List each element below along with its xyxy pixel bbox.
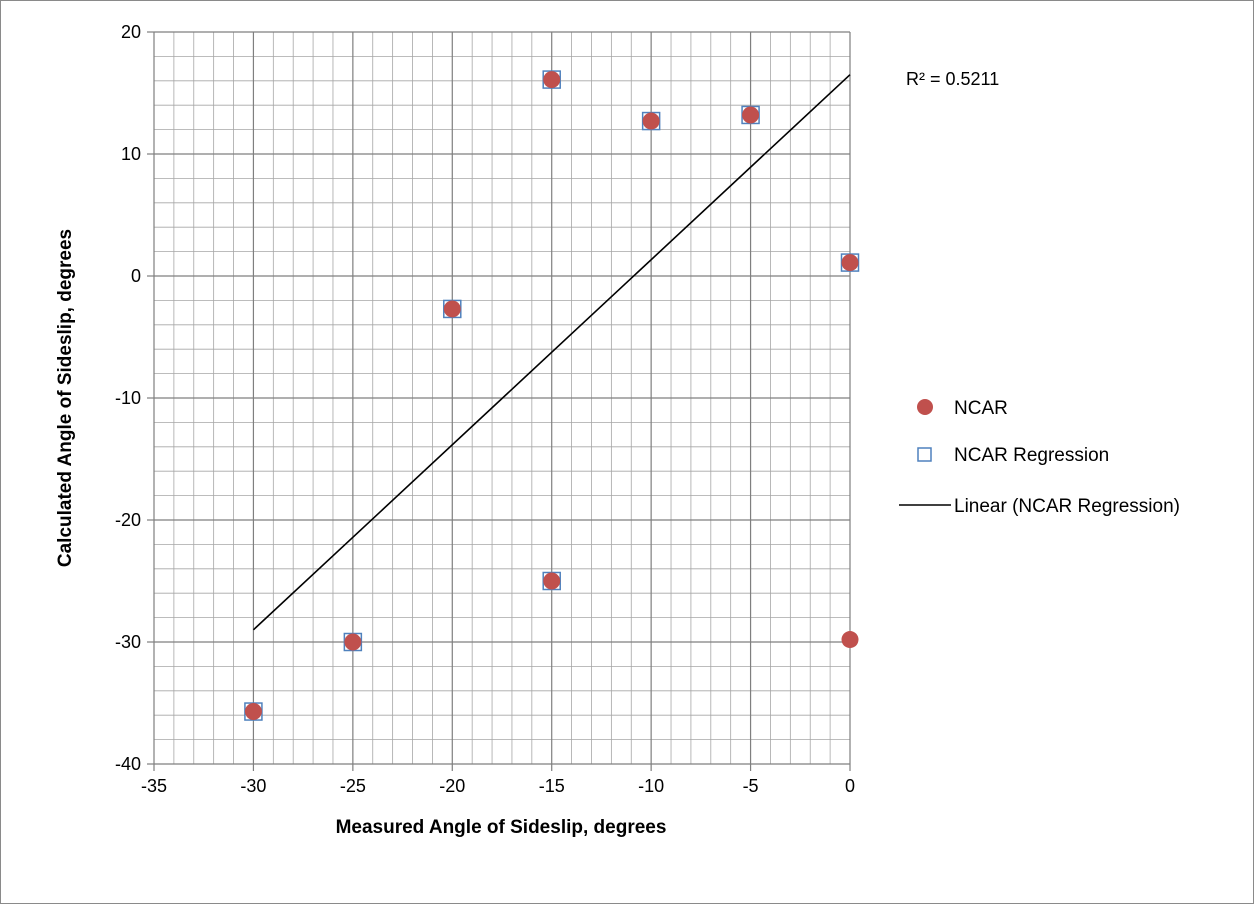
y-tick-label: -10 xyxy=(115,388,141,408)
legend-label-ncar: NCAR xyxy=(954,398,1008,419)
y-tick-label: -30 xyxy=(115,632,141,652)
x-tick-label: -15 xyxy=(539,776,565,796)
ncar-point-circle xyxy=(841,631,859,649)
legend: NCAR NCAR Regression Linear (NCAR Regres… xyxy=(899,398,1180,517)
legend-item-ncar: NCAR xyxy=(917,398,1008,419)
x-tick-label: -20 xyxy=(439,776,465,796)
ncar-point-circle xyxy=(841,254,859,272)
x-tick-label: -10 xyxy=(638,776,664,796)
x-tick-label: -25 xyxy=(340,776,366,796)
legend-item-linear-trendline: Linear (NCAR Regression) xyxy=(899,496,1180,517)
tick-labels: -35 -30 -25 -20 -15 -10 -5 0 -40 -30 -20 -10 0 10 20 xyxy=(115,22,855,796)
linear-trendline xyxy=(252,74,851,631)
x-tick-label: -30 xyxy=(240,776,266,796)
legend-label-ncar-regression: NCAR Regression xyxy=(954,445,1109,466)
x-axis-title: Measured Angle of Sideslip, degrees xyxy=(336,817,667,838)
ncar-point-circle xyxy=(543,71,561,89)
y-tick-label: 20 xyxy=(121,22,141,42)
y-axis-title: Calculated Angle of Sideslip, degrees xyxy=(55,229,76,567)
legend-item-ncar-regression: NCAR Regression xyxy=(917,445,1109,466)
y-tick-label: 10 xyxy=(121,144,141,164)
y-tick-label: -20 xyxy=(115,510,141,530)
x-tick-label: 0 xyxy=(845,776,855,796)
y-tick-label: 0 xyxy=(131,266,141,286)
legend-label-linear: Linear (NCAR Regression) xyxy=(954,496,1180,517)
ncar-point-circle xyxy=(642,112,660,130)
ncar-point-circle xyxy=(543,572,561,590)
ncar-point-circle xyxy=(344,633,362,651)
data-points-layer xyxy=(244,70,860,721)
legend-square-marker-icon xyxy=(917,447,932,462)
trendline-layer xyxy=(252,74,851,631)
grid xyxy=(147,31,851,771)
ncar-point-circle xyxy=(742,106,760,124)
y-tick-label: -40 xyxy=(115,754,141,774)
legend-circle-marker-icon xyxy=(917,399,933,415)
r-squared-annotation: R² = 0.5211 xyxy=(906,69,999,89)
ncar-point-circle xyxy=(443,300,461,318)
x-tick-label: -35 xyxy=(141,776,167,796)
x-tick-label: -5 xyxy=(743,776,759,796)
ncar-point-circle xyxy=(244,703,262,721)
